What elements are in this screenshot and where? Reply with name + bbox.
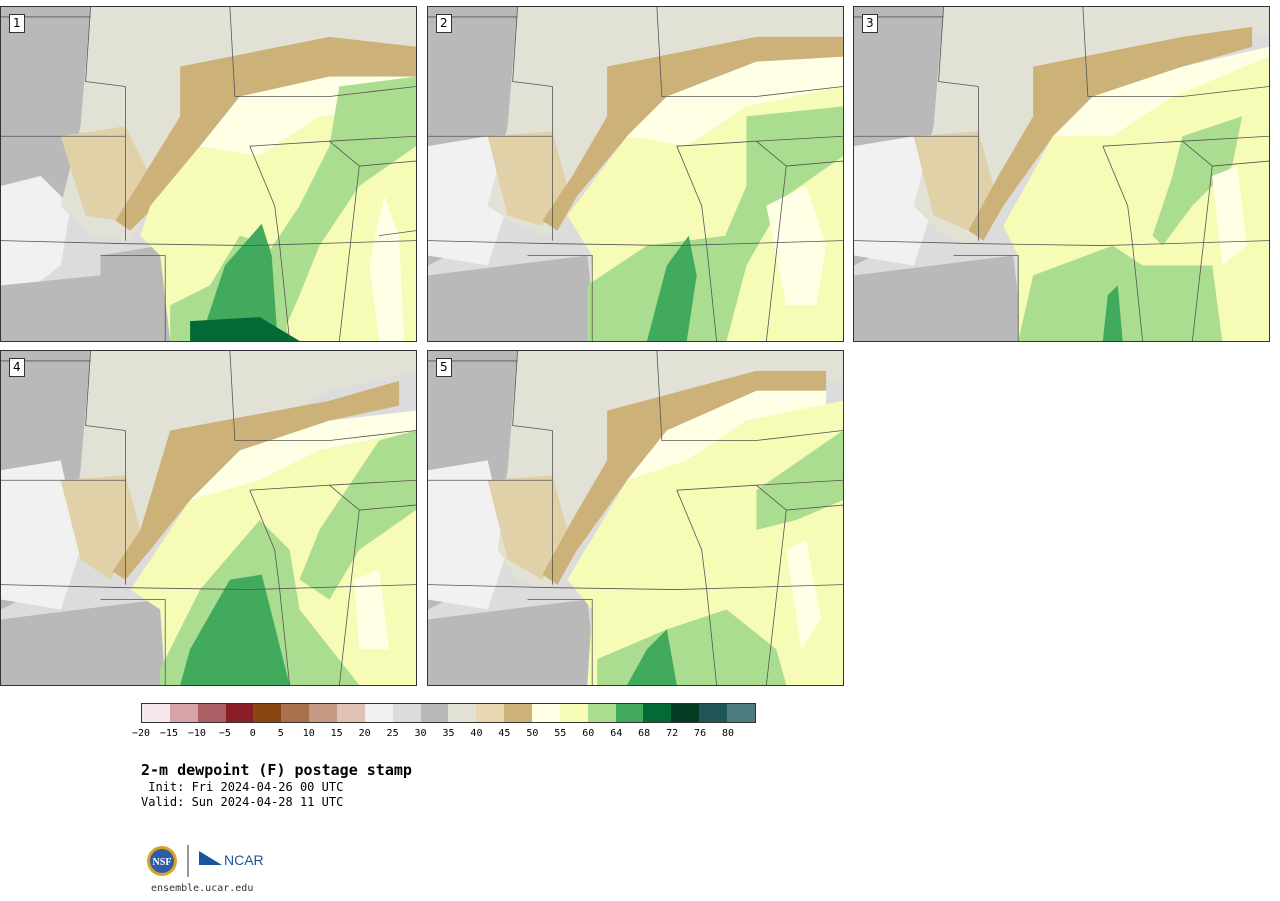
colorbar-tick-5: 5 bbox=[277, 728, 284, 739]
colorbar-tick-6: 10 bbox=[302, 728, 315, 739]
dewpoint-map-1 bbox=[1, 7, 416, 341]
colorbar-swatch-5 bbox=[281, 704, 310, 722]
ensemble-member-map-3: 3 bbox=[853, 6, 1270, 342]
colorbar-tick-16: 60 bbox=[582, 728, 595, 739]
chart-title: 2-m dewpoint (F) postage stamp bbox=[141, 761, 412, 779]
colorbar-tick-2: −10 bbox=[187, 728, 206, 739]
colorbar-swatch-13 bbox=[504, 704, 533, 722]
colorbar-tick-4: 0 bbox=[249, 728, 256, 739]
colorbar-tick-14: 50 bbox=[526, 728, 539, 739]
colorbar-swatch-14 bbox=[532, 704, 560, 722]
ensemble-member-map-1: 1 bbox=[0, 6, 417, 342]
valid-time: Valid: Sun 2024-04-28 11 UTC bbox=[141, 795, 344, 809]
ncar-logo: NCAR bbox=[199, 851, 264, 868]
dewpoint-map-4 bbox=[1, 351, 416, 685]
ensemble-member-map-4: 4 bbox=[0, 350, 417, 686]
colorbar-swatch-9 bbox=[392, 704, 421, 722]
colorbar-swatch-12 bbox=[476, 704, 505, 722]
colorbar-tick-7: 15 bbox=[330, 728, 343, 739]
nsf-logo-text: NSF bbox=[153, 857, 172, 868]
colorbar-tick-13: 45 bbox=[498, 728, 511, 739]
ensemble-member-map-5: 5 bbox=[427, 350, 844, 686]
site-url: ensemble.ucar.edu bbox=[151, 883, 254, 894]
member-number-label: 2 bbox=[436, 14, 452, 33]
colorbar-tick-0: −20 bbox=[131, 728, 151, 739]
colorbar-tick-11: 35 bbox=[442, 728, 455, 739]
colorbar-swatch-18 bbox=[643, 704, 672, 722]
member-number-label: 5 bbox=[436, 358, 452, 377]
colorbar-tick-labels: −20 −15 −10 −5 0 5 10 15 20 25 30 35 40 45 50 55 60 64 68 7… bbox=[132, 728, 756, 742]
ncar-logo-text: NCAR bbox=[224, 852, 264, 868]
colorbar-swatch-21 bbox=[727, 704, 755, 722]
colorbar-tick-21: 80 bbox=[722, 728, 735, 739]
colorbar-swatch-7 bbox=[337, 704, 365, 722]
colorbar-swatch-17 bbox=[615, 704, 644, 722]
colorbar-swatch-15 bbox=[559, 704, 588, 722]
member-number-label: 1 bbox=[9, 14, 25, 33]
ensemble-member-map-2: 2 bbox=[427, 6, 844, 342]
logo-group: NSF NCAR bbox=[144, 843, 274, 879]
colorbar-swatch-2 bbox=[197, 704, 226, 722]
colorbar-swatch-6 bbox=[309, 704, 338, 722]
colorbar-swatch-20 bbox=[699, 704, 728, 722]
member-number-label: 3 bbox=[862, 14, 878, 33]
dewpoint-map-5 bbox=[428, 351, 843, 685]
colorbar-tick-1: −15 bbox=[159, 728, 178, 739]
nsf-logo: NSF bbox=[147, 846, 177, 876]
colorbar-swatch-8 bbox=[364, 704, 393, 722]
colorbar-tick-19: 72 bbox=[666, 728, 679, 739]
colorbar-swatch-10 bbox=[420, 704, 449, 722]
init-time: Init: Fri 2024-04-26 00 UTC bbox=[141, 780, 344, 794]
dewpoint-map-2 bbox=[428, 7, 843, 341]
colorbar-tick-15: 55 bbox=[554, 728, 567, 739]
colorbar-swatch-19 bbox=[671, 704, 700, 722]
colorbar-tick-20: 76 bbox=[694, 728, 707, 739]
colorbar-swatch-3 bbox=[225, 704, 254, 722]
dewpoint-map-3 bbox=[854, 7, 1269, 341]
colorbar-swatch-0 bbox=[142, 704, 170, 722]
colorbar-swatch-11 bbox=[448, 704, 477, 722]
colorbar-tick-8: 20 bbox=[358, 728, 371, 739]
member-number-label: 4 bbox=[9, 358, 25, 377]
colorbar-tick-18: 68 bbox=[638, 728, 651, 739]
colorbar-swatch-16 bbox=[587, 704, 616, 722]
colorbar-tick-9: 25 bbox=[386, 728, 399, 739]
colorbar-swatch-1 bbox=[169, 704, 198, 722]
colorbar-tick-3: −5 bbox=[218, 728, 231, 739]
colorbar-swatch-4 bbox=[253, 704, 282, 722]
colorbar-tick-10: 30 bbox=[414, 728, 427, 739]
dewpoint-colorbar bbox=[141, 703, 756, 723]
colorbar-tick-12: 40 bbox=[470, 728, 483, 739]
colorbar-tick-17: 64 bbox=[610, 728, 623, 739]
